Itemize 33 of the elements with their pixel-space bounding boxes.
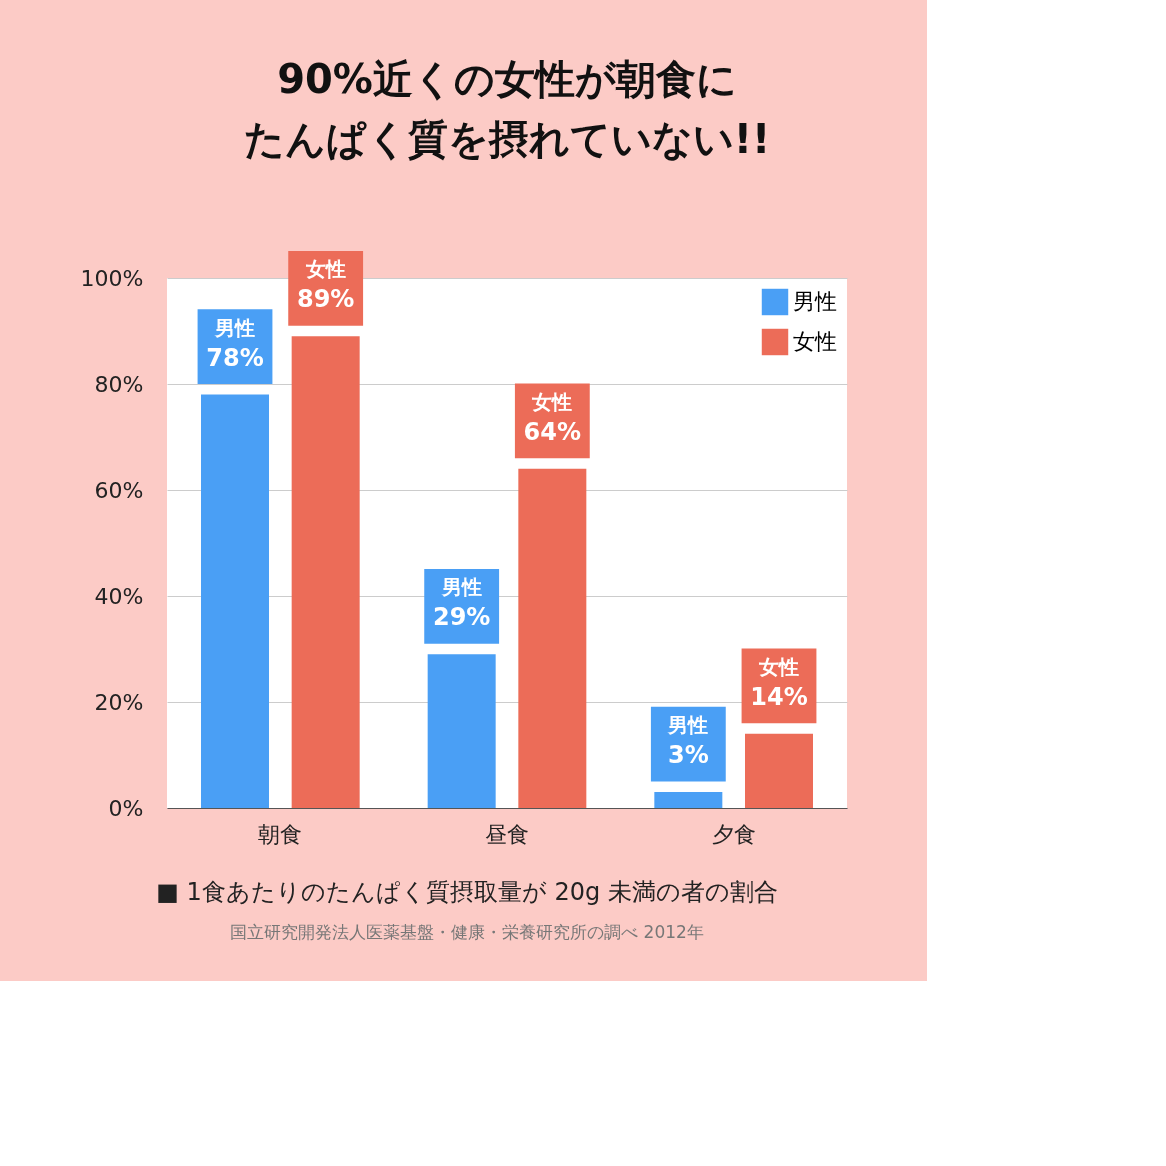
- text: たんぱく質を摂れていない!!: [243, 115, 771, 162]
- text: 女性: [759, 654, 799, 679]
- text: 男性: [441, 575, 482, 600]
- text: 男性: [668, 713, 709, 738]
- y-tick-label: 100%: [80, 265, 144, 291]
- text: 女性: [532, 389, 573, 414]
- data-label: 14%: [750, 682, 808, 711]
- text: 女性: [305, 257, 346, 282]
- x-tick-label: 夕食: [711, 821, 756, 847]
- y-tick-label: 40%: [94, 583, 144, 609]
- y-tick-label: 20%: [94, 689, 144, 715]
- bar: [427, 654, 496, 808]
- text: 90%近くの女性が朝食に: [277, 55, 737, 102]
- x-tick-label: 昼食: [485, 821, 529, 847]
- bar: [654, 792, 723, 808]
- text: ■ 1食あたりのたんぱく質摂取量が 20g 未満の者の割合: [156, 878, 778, 906]
- y-tick-label: 80%: [94, 371, 144, 397]
- bar: [745, 733, 813, 808]
- data-label: 89%: [296, 285, 355, 314]
- legend-label: 女性: [793, 329, 837, 354]
- x-tick-label: 朝食: [258, 821, 303, 847]
- bar: [518, 468, 587, 808]
- bar: [201, 394, 269, 808]
- y-tick-label: 60%: [94, 477, 144, 503]
- text: 国立研究開発法人医薬基盤・健康・栄養研究所の調べ 2012年: [230, 922, 704, 942]
- text: 男性: [215, 315, 255, 340]
- data-label: 78%: [206, 343, 264, 372]
- data-label: 29%: [432, 603, 491, 632]
- bar: [291, 336, 360, 808]
- y-tick-label: 0%: [108, 795, 144, 821]
- legend-label: 男性: [793, 289, 837, 314]
- data-label: 64%: [523, 417, 582, 446]
- data-label: 3%: [667, 741, 709, 770]
